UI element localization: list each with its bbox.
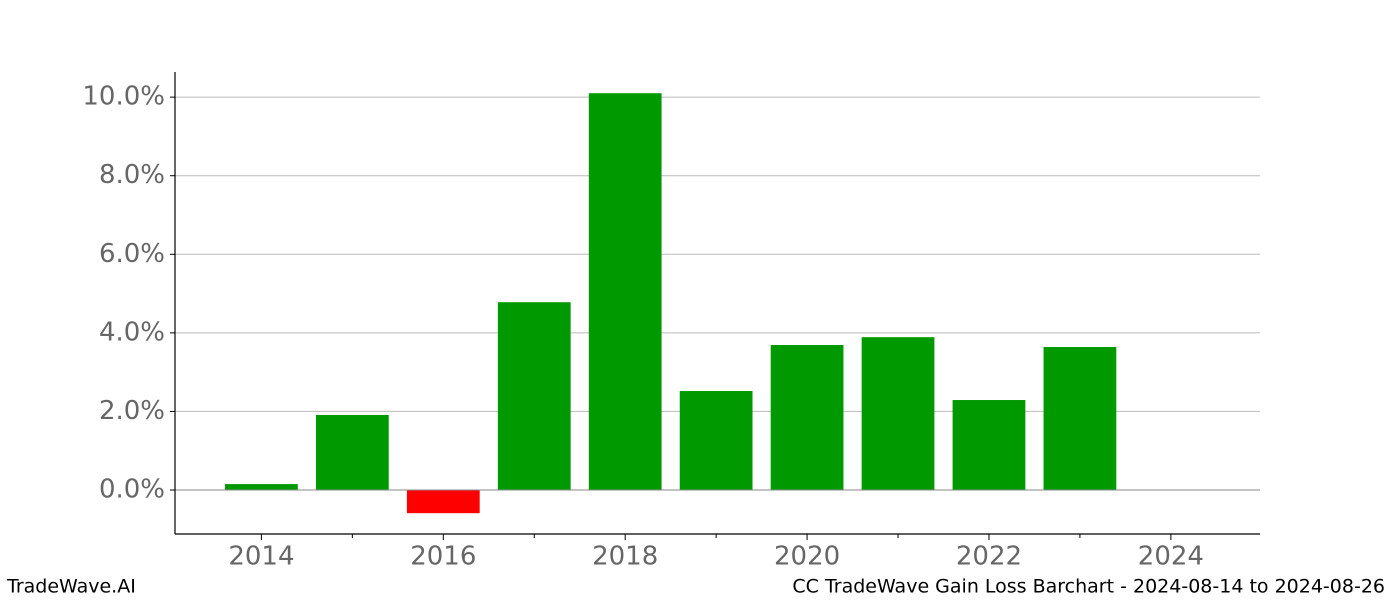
bar <box>952 400 1026 490</box>
footer-right: CC TradeWave Gain Loss Barchart - 2024-0… <box>792 576 1385 598</box>
bar <box>861 337 935 490</box>
footer-left: TradeWave.AI <box>6 576 136 598</box>
y-tick-label: 8.0% <box>99 160 165 190</box>
y-tick-label: 10.0% <box>82 82 165 112</box>
bar <box>497 302 571 490</box>
x-tick-label: 2018 <box>592 542 658 572</box>
x-tick-label: 2014 <box>228 542 294 572</box>
bar <box>1043 347 1117 490</box>
y-tick-label: 6.0% <box>99 239 165 269</box>
y-tick-label: 2.0% <box>99 396 165 426</box>
x-tick-label: 2022 <box>956 542 1022 572</box>
bar <box>770 345 844 490</box>
bar <box>679 391 753 490</box>
x-tick-label: 2020 <box>774 542 840 572</box>
bar <box>315 414 389 490</box>
bar <box>225 484 298 490</box>
x-tick-label: 2024 <box>1138 542 1204 572</box>
y-tick-label: 0.0% <box>99 475 165 505</box>
bar <box>588 93 662 490</box>
x-tick-label: 2016 <box>410 542 476 572</box>
bar <box>406 490 480 514</box>
y-tick-label: 4.0% <box>99 317 165 347</box>
